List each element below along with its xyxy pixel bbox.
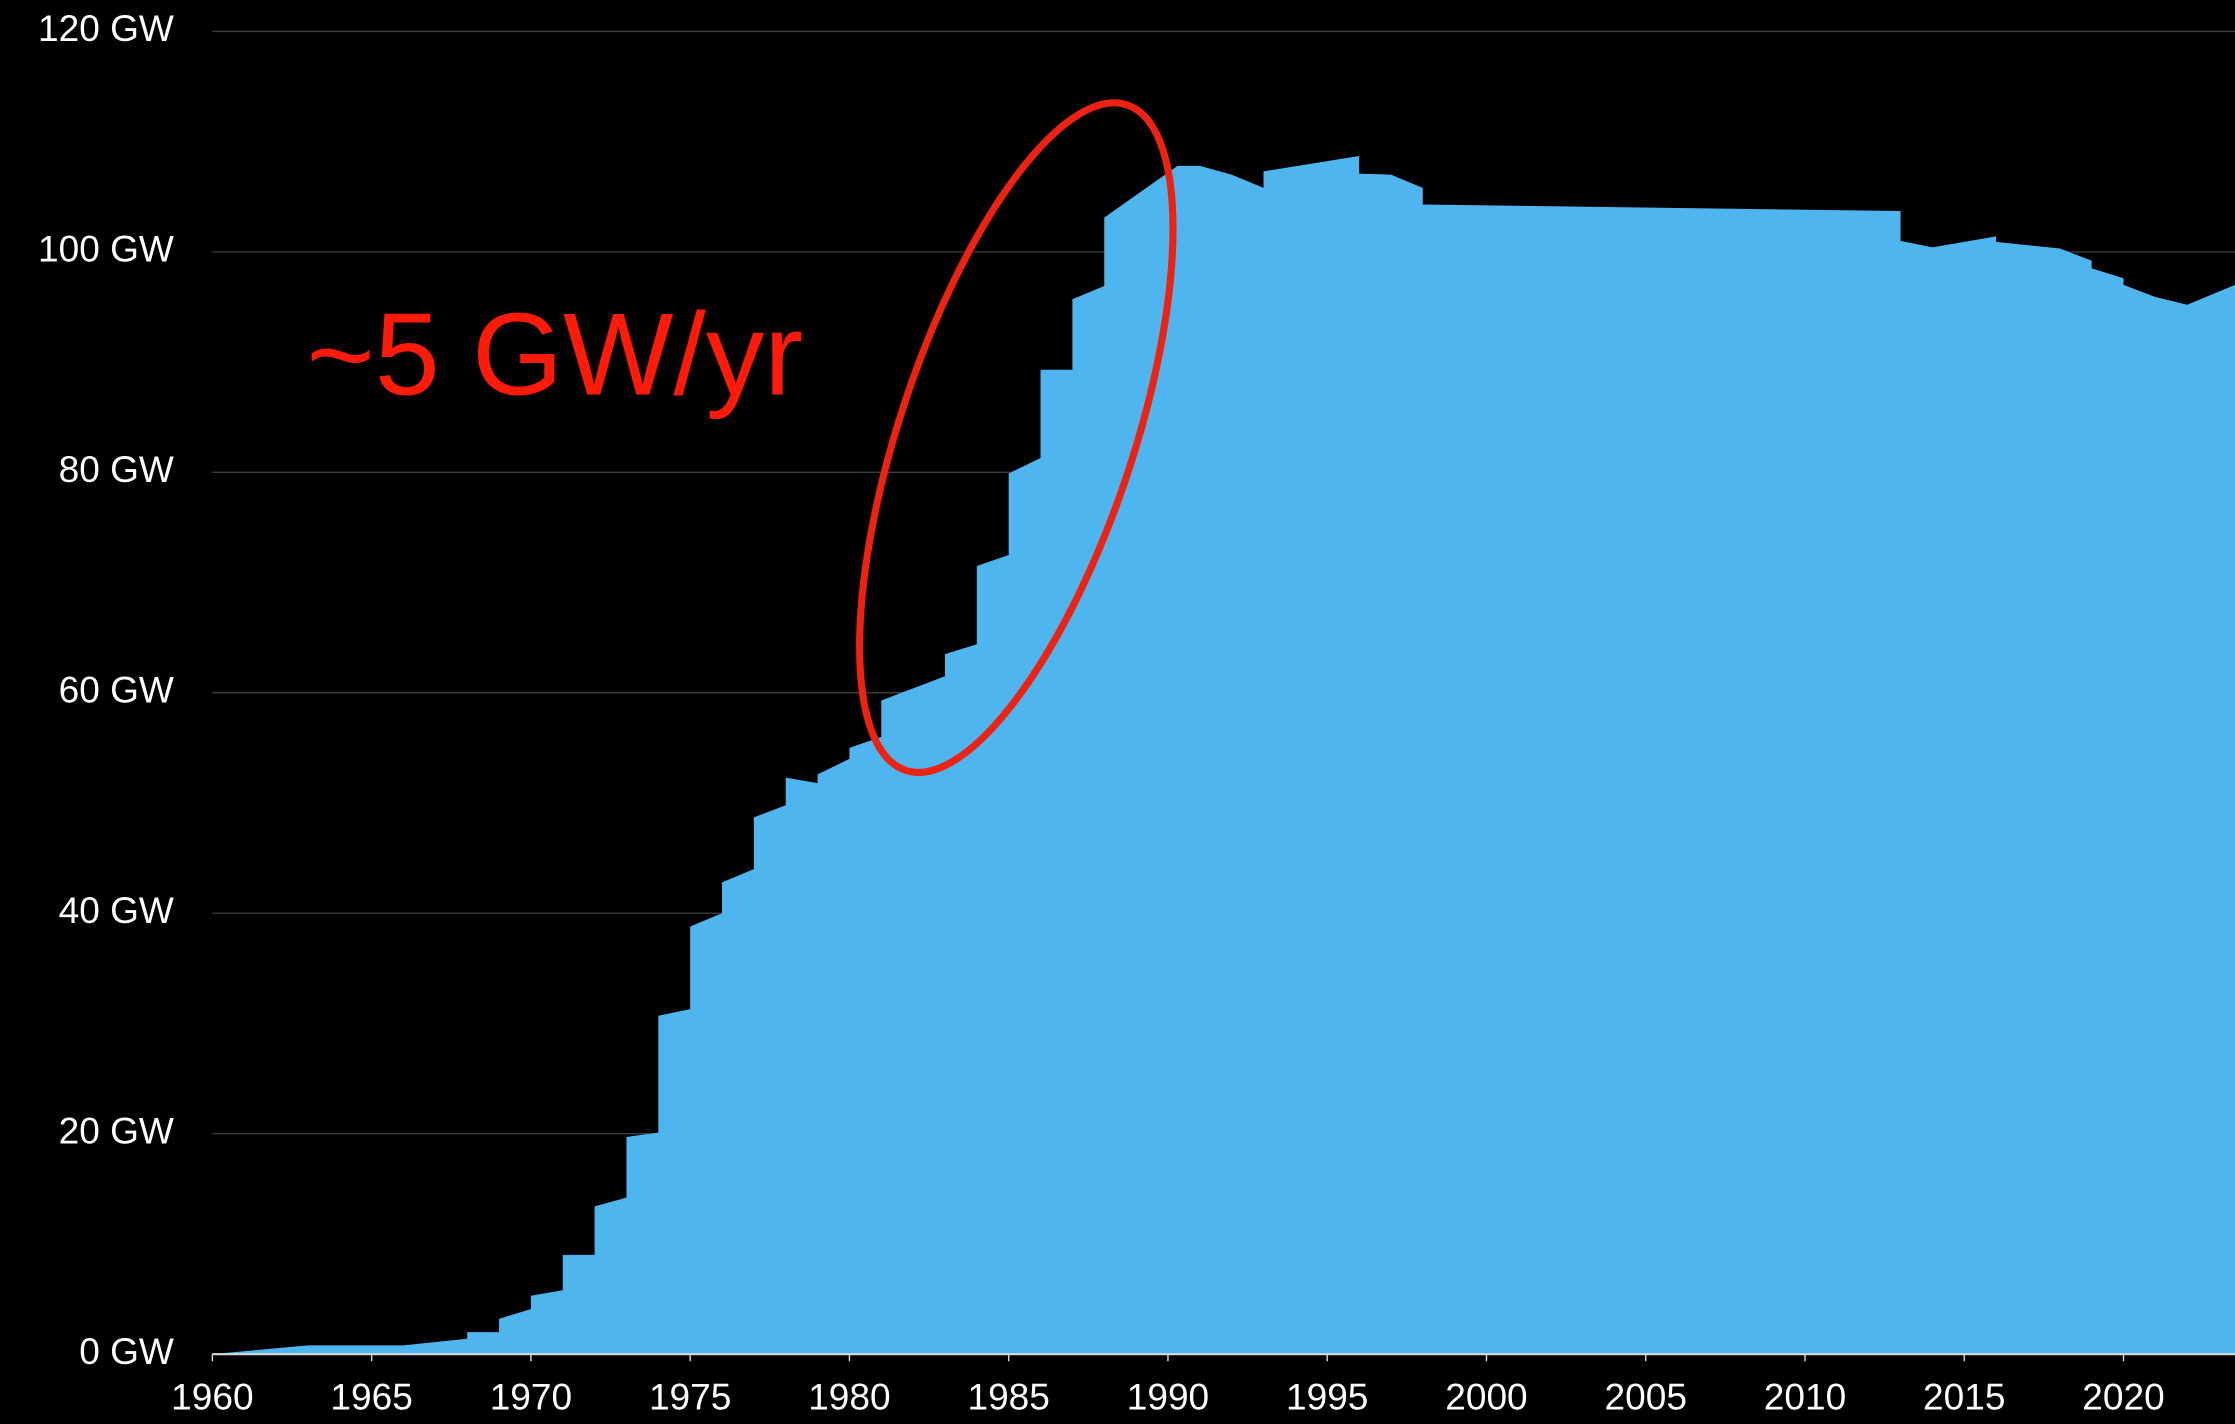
- x-tick-label: 1970: [490, 1376, 572, 1418]
- x-tick-label: 1965: [330, 1376, 412, 1418]
- y-tick-label: 20 GW: [59, 1109, 174, 1151]
- x-tick-label: 2000: [1445, 1376, 1527, 1418]
- x-tick-label: 2015: [1923, 1376, 2005, 1418]
- x-tick-label: 1995: [1286, 1376, 1368, 1418]
- y-tick-label: 60 GW: [59, 669, 174, 711]
- annotation: ~5 GW/yr: [306, 288, 803, 419]
- x-tick-label: 2005: [1605, 1376, 1687, 1418]
- y-tick-label: 0 GW: [79, 1330, 174, 1372]
- x-tick-label: 1980: [808, 1376, 890, 1418]
- y-tick-label: 40 GW: [59, 889, 174, 931]
- x-tick-label: 2020: [2082, 1376, 2164, 1418]
- y-tick-label: 100 GW: [38, 228, 174, 270]
- plot: 0 GW 20 GW 40 GW 60 GW 80 GW 100 GW 120 GW 1960…: [38, 7, 2235, 1418]
- x-tick-label: 2010: [1764, 1376, 1846, 1418]
- x-tick-label: 1985: [967, 1376, 1049, 1418]
- x-tick-label: 1960: [171, 1376, 253, 1418]
- area: [212, 155, 2235, 1355]
- y-tick-label: 120 GW: [38, 7, 174, 49]
- y-tick-label: 80 GW: [59, 448, 174, 490]
- highlight-ellipse: [856, 99, 1177, 776]
- x-tick-label: 1990: [1127, 1376, 1209, 1418]
- x-tick-label: 1975: [649, 1376, 731, 1418]
